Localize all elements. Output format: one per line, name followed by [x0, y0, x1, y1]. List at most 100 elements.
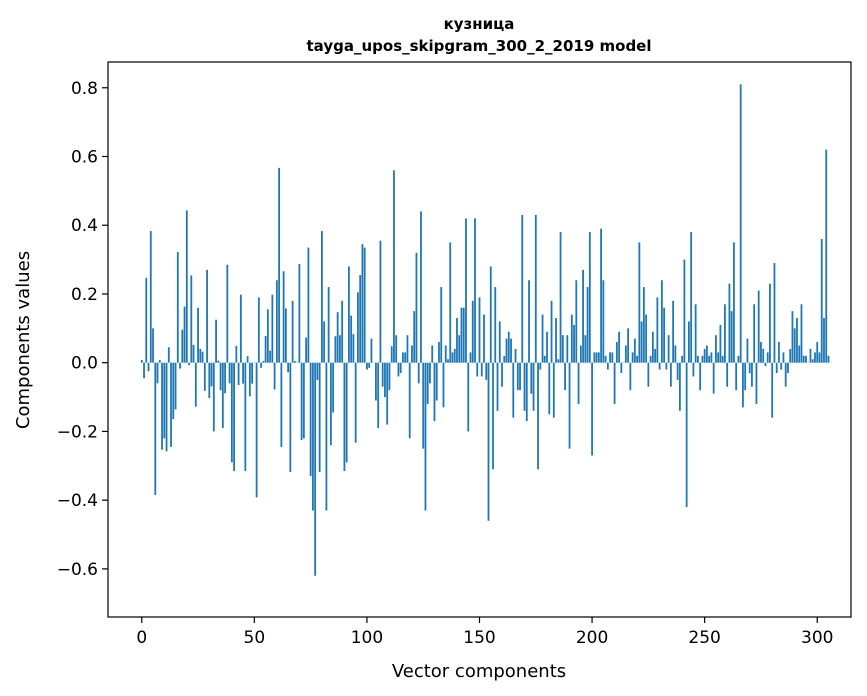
bar — [615, 342, 618, 363]
bar — [692, 362, 695, 377]
bar — [629, 362, 632, 391]
y-tick-label: 0.0 — [71, 354, 98, 374]
bar — [152, 328, 154, 363]
x-tick-label: 150 — [463, 628, 495, 648]
bars-group — [140, 84, 830, 576]
bar — [235, 345, 238, 363]
bar — [210, 362, 213, 387]
bar — [570, 314, 573, 363]
bar — [809, 348, 812, 363]
bar — [199, 348, 202, 363]
bar — [359, 275, 362, 363]
bar — [559, 232, 562, 363]
bar — [309, 362, 312, 477]
bar — [579, 345, 582, 363]
bar — [694, 304, 697, 363]
bar — [539, 362, 542, 370]
bar — [620, 362, 623, 374]
bar — [789, 348, 792, 363]
bar — [474, 218, 476, 363]
bar — [550, 300, 553, 363]
bar — [651, 331, 654, 363]
bar — [242, 362, 244, 384]
bar — [451, 352, 454, 363]
bar — [593, 352, 596, 363]
bar — [798, 345, 801, 363]
bar — [190, 275, 193, 363]
bar — [357, 292, 359, 363]
bar — [458, 335, 461, 363]
y-tick-label: −0.4 — [57, 491, 98, 511]
chart-title: кузница — [444, 15, 515, 33]
bar — [746, 338, 749, 363]
bar — [300, 362, 303, 441]
bar — [352, 334, 355, 363]
bar — [435, 362, 438, 401]
bar — [181, 329, 184, 363]
bar — [631, 352, 634, 363]
bar — [420, 211, 422, 363]
bar — [140, 359, 143, 363]
bar — [654, 348, 657, 363]
y-axis-ticks: −0.6 −0.4 −0.2 0.0 0.2 0.4 0.6 0.8 — [57, 79, 108, 580]
bar — [208, 362, 211, 399]
bar — [685, 362, 688, 508]
bar — [512, 362, 515, 418]
bar — [780, 362, 783, 370]
bar — [228, 362, 231, 384]
bar — [318, 362, 321, 472]
bar — [771, 362, 774, 418]
bar — [773, 263, 776, 363]
bar — [415, 252, 418, 363]
bar — [165, 362, 168, 452]
bar — [262, 360, 265, 363]
bar — [757, 290, 760, 363]
bar — [762, 348, 765, 363]
bar — [172, 362, 175, 420]
bar — [487, 362, 490, 521]
bar — [185, 210, 188, 363]
bar — [341, 300, 344, 363]
bar — [787, 362, 789, 374]
bar — [721, 355, 724, 363]
bar — [424, 362, 427, 511]
bar — [676, 362, 679, 380]
bar — [384, 362, 386, 398]
bar — [143, 362, 145, 379]
bar — [273, 362, 276, 390]
bar — [271, 294, 274, 363]
bar — [154, 362, 157, 496]
bar — [163, 362, 166, 439]
bar — [669, 362, 672, 387]
bar — [449, 242, 452, 363]
bar — [402, 352, 404, 363]
bar — [681, 355, 684, 363]
bar — [197, 307, 199, 363]
bar — [782, 352, 785, 363]
bar — [456, 318, 458, 363]
bar — [149, 231, 152, 363]
bar — [215, 319, 217, 363]
bar — [386, 362, 389, 425]
bar — [291, 300, 294, 363]
bar — [293, 360, 296, 363]
bar — [179, 362, 181, 369]
bar — [638, 242, 641, 363]
bar — [147, 362, 150, 372]
bar — [489, 266, 492, 363]
bar — [552, 362, 555, 418]
bar — [447, 359, 449, 363]
bar — [690, 232, 693, 363]
bar — [802, 355, 805, 363]
bar — [703, 348, 706, 363]
bar — [784, 362, 787, 387]
bar — [649, 355, 652, 363]
bar — [230, 362, 233, 463]
bar — [323, 321, 326, 363]
bar — [760, 342, 762, 363]
bar — [478, 297, 481, 363]
bar — [564, 362, 566, 391]
bar — [525, 362, 528, 422]
bar — [568, 362, 571, 449]
bar — [278, 167, 281, 363]
